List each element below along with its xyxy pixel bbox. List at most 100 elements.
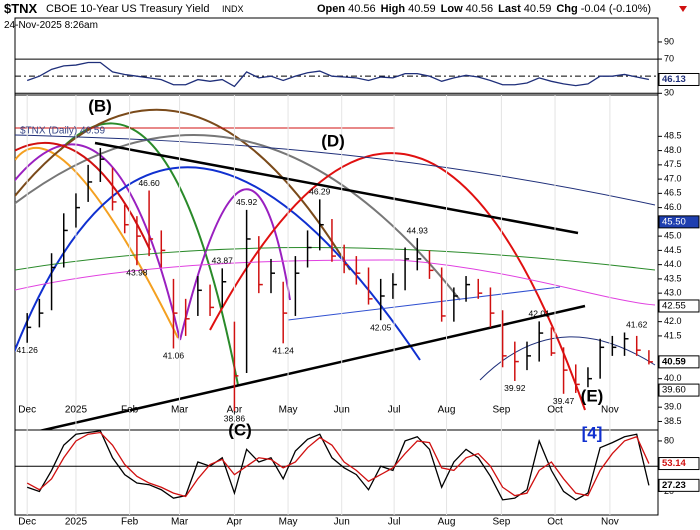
y-tick-label: 40.0 xyxy=(664,373,682,383)
down-arrow xyxy=(679,6,687,12)
x-tick-label: 2025 xyxy=(65,405,88,416)
x-tick-label: Feb xyxy=(121,405,139,416)
quote-label: Open xyxy=(317,3,346,15)
x-tick-label: Nov xyxy=(601,517,619,528)
price-annotation: 41.26 xyxy=(17,345,39,355)
quote-value: 40.59 xyxy=(523,3,552,15)
y-tick-label: 47.5 xyxy=(664,159,682,169)
price-annotation: 44.93 xyxy=(407,225,429,235)
y-tick-label: 44.0 xyxy=(664,259,682,269)
x-tick-label: Feb xyxy=(121,517,139,528)
wave-label: (D) xyxy=(321,131,345,150)
x-tick-label: May xyxy=(279,517,298,528)
x-tick-label: Mar xyxy=(171,517,189,528)
x-tick-label: Jun xyxy=(334,405,350,416)
x-tick-label: Jul xyxy=(388,405,401,416)
symbol: $TNX xyxy=(4,1,38,16)
value-box xyxy=(658,72,700,86)
overlay-label: 42.55 xyxy=(662,300,686,311)
x-tick-label: Aug xyxy=(438,517,456,528)
x-tick-label: Jul xyxy=(388,517,401,528)
price-annotation: 42.01 xyxy=(529,309,551,319)
quote-value: -0.04 (-0.10%) xyxy=(580,3,652,15)
x-tick-label: Apr xyxy=(227,517,243,528)
x-tick-label: Dec xyxy=(18,405,36,416)
value-box xyxy=(658,215,700,229)
last-value-label: 53.14 xyxy=(662,458,686,469)
last-value-label: 46.13 xyxy=(662,74,686,85)
price-annotation: 38.86 xyxy=(224,413,246,423)
legend: $TNX (Daily) 40.59 xyxy=(20,126,105,137)
price-annotation: 39.47 xyxy=(553,396,575,406)
cycle-arc xyxy=(15,142,151,251)
y-tick-label: 41.5 xyxy=(664,330,682,340)
price-annotation: 43.87 xyxy=(212,256,234,266)
y-tick-label: 45.0 xyxy=(664,231,682,241)
wave-label: [4] xyxy=(582,423,603,442)
x-tick-label: Oct xyxy=(547,517,563,528)
x-tick-label: Dec xyxy=(18,517,36,528)
last-value-label: 27.23 xyxy=(662,480,686,491)
price-annotation: 45.92 xyxy=(236,197,258,207)
instrument-name: CBOE 10-Year US Treasury Yield xyxy=(46,3,210,15)
price-annotation: 39.92 xyxy=(504,383,526,393)
overlay-label: 39.60 xyxy=(662,385,686,396)
y-tick-label: 43.5 xyxy=(664,273,682,283)
date: 24-Nov-2025 8:26am xyxy=(4,20,98,31)
stoch-panel xyxy=(14,429,659,516)
y-tick-label: 48.0 xyxy=(664,145,682,155)
y-tick-label: 38.5 xyxy=(664,416,682,426)
price-annotation: 41.62 xyxy=(626,320,648,330)
x-tick-label: Sep xyxy=(493,517,511,528)
y-tick-label: 44.5 xyxy=(664,245,682,255)
value-box xyxy=(658,299,700,313)
x-tick-label: Aug xyxy=(438,405,456,416)
y-tick-label: 46.5 xyxy=(664,188,682,198)
x-tick-label: Mar xyxy=(171,405,189,416)
quote: Open 40.56 High 40.59 Low 40.56 Last 40.59 Chg -0… xyxy=(312,3,651,15)
y-tick-label: 80 xyxy=(664,435,674,445)
y-tick-label: 43.0 xyxy=(664,288,682,298)
indicator-line xyxy=(26,431,650,498)
y-tick-label: 70 xyxy=(664,53,674,63)
marks: 30 70 90 46.13 Dec 2025 Feb Mar Apr May Jun Jul Aug S… xyxy=(15,36,700,528)
price-annotation: 43.98 xyxy=(126,267,148,277)
indicator-line xyxy=(26,61,650,88)
indicator-line xyxy=(26,430,650,501)
x-tick-label: Nov xyxy=(601,405,619,416)
price-panel xyxy=(14,94,659,431)
x-tick-label: Sep xyxy=(493,405,511,416)
value-box xyxy=(658,478,700,492)
y-tick-label: 39.0 xyxy=(664,402,682,412)
wave-label: (C) xyxy=(228,420,252,439)
quote-label: Low xyxy=(440,3,463,15)
price-annotation: 46.60 xyxy=(138,178,160,188)
x-tick-label: 2025 xyxy=(65,517,88,528)
trend-line xyxy=(287,286,561,321)
value-box xyxy=(658,355,700,369)
y-tick-label: 48.5 xyxy=(664,131,682,141)
band-line xyxy=(15,134,656,206)
value-box xyxy=(658,383,700,397)
exchange: INDX xyxy=(222,4,244,14)
x-tick-label: Jun xyxy=(334,517,350,528)
x-tick-label: May xyxy=(279,405,298,416)
cycle-arc xyxy=(15,134,461,301)
last-value-label: 40.59 xyxy=(662,356,686,367)
cycle-arc xyxy=(15,147,179,339)
rsi-panel xyxy=(14,17,659,96)
cycle-arc xyxy=(179,188,291,341)
quote-value: 40.59 xyxy=(408,3,436,15)
value-box xyxy=(658,457,700,471)
price-annotation: 41.06 xyxy=(163,351,185,361)
y-tick-label: 47.0 xyxy=(664,173,682,183)
overlay-label: 45.50 xyxy=(662,216,686,227)
y-tick-label: 30 xyxy=(664,88,674,98)
quote-label: Last xyxy=(498,3,521,15)
trend-line xyxy=(94,141,579,235)
wave-label: (B) xyxy=(88,96,112,115)
quote-value: 40.56 xyxy=(348,3,376,15)
header: $TNX CBOE 10-Year US Treasury Yield INDX… xyxy=(0,0,700,18)
